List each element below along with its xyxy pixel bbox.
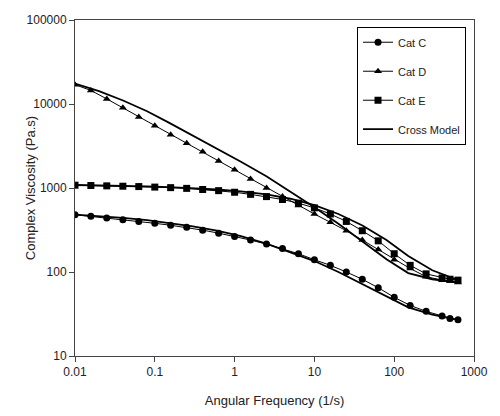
svg-text:Cat D: Cat D <box>398 66 426 78</box>
svg-text:Cat E: Cat E <box>398 95 426 107</box>
svg-text:10: 10 <box>53 349 67 363</box>
svg-text:Cat C: Cat C <box>398 37 426 49</box>
svg-text:1000: 1000 <box>461 365 488 379</box>
svg-text:10: 10 <box>308 365 322 379</box>
svg-text:0.1: 0.1 <box>146 365 163 379</box>
svg-text:Cross Model: Cross Model <box>398 124 460 136</box>
svg-text:Complex Viscosity (Pa.s): Complex Viscosity (Pa.s) <box>23 116 38 260</box>
svg-text:100: 100 <box>384 365 404 379</box>
svg-text:Angular Frequency (1/s): Angular Frequency (1/s) <box>205 393 344 408</box>
svg-text:0.01: 0.01 <box>63 365 87 379</box>
svg-text:100000: 100000 <box>27 13 67 27</box>
svg-text:10000: 10000 <box>33 97 67 111</box>
svg-text:1: 1 <box>231 365 238 379</box>
svg-text:100: 100 <box>47 265 67 279</box>
svg-text:1000: 1000 <box>40 181 67 195</box>
